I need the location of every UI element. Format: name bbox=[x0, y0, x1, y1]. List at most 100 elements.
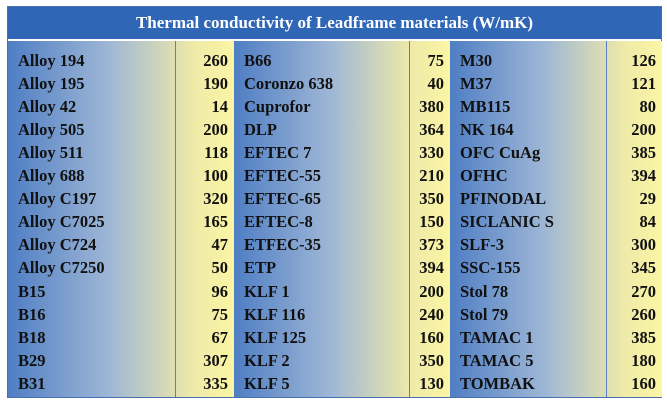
conductivity-value: 350 bbox=[419, 189, 444, 209]
material-name: KLF 2 bbox=[244, 350, 290, 370]
material-name: Stol 78 bbox=[460, 281, 509, 301]
material-name: EFTEC-8 bbox=[244, 212, 313, 232]
conductivity-value: 118 bbox=[204, 142, 228, 162]
conductivity-value: 150 bbox=[419, 212, 444, 232]
table-row: Alloy 194 260 bbox=[8, 49, 234, 72]
table-row: M30 126 bbox=[450, 49, 662, 72]
conductivity-value: 345 bbox=[631, 258, 656, 278]
conductivity-value: 385 bbox=[631, 327, 656, 347]
conductivity-value: 180 bbox=[631, 350, 656, 370]
material-name: Coronzo 638 bbox=[244, 73, 334, 93]
table-row: EFTEC 7 330 bbox=[234, 141, 450, 164]
material-name: TAMAC 1 bbox=[460, 327, 534, 347]
conductivity-value: 385 bbox=[631, 142, 656, 162]
table-row: B31 335 bbox=[8, 372, 234, 395]
conductivity-value: 200 bbox=[631, 119, 656, 139]
table-row: Alloy C7250 50 bbox=[8, 257, 234, 280]
table-row: PFINODAL 29 bbox=[450, 188, 662, 211]
material-name: ETP bbox=[244, 258, 277, 278]
material-name: B15 bbox=[18, 281, 46, 301]
material-name: KLF 1 bbox=[244, 281, 290, 301]
table-row: B18 67 bbox=[8, 326, 234, 349]
conductivity-value: 96 bbox=[211, 281, 229, 301]
column-group-2: B66 75 Coronzo 638 40 Cuprofor 380 DLP 364 EFTEC… bbox=[234, 41, 451, 397]
material-name: Alloy 688 bbox=[18, 166, 85, 185]
conductivity-value: 364 bbox=[419, 119, 444, 139]
table-row: Stol 78 270 bbox=[450, 280, 662, 303]
conductivity-value: 200 bbox=[203, 119, 228, 139]
conductivity-value: 130 bbox=[419, 373, 444, 393]
table-row: TAMAC 5 180 bbox=[450, 349, 662, 372]
material-name: EFTEC 7 bbox=[244, 142, 312, 162]
table-row: NK 164 200 bbox=[450, 118, 662, 141]
material-name: NK 164 bbox=[460, 119, 514, 139]
material-name: M30 bbox=[460, 50, 493, 70]
material-name: ETFEC-35 bbox=[244, 235, 322, 255]
material-name: OFHC bbox=[460, 166, 508, 185]
table-row: Stol 79 260 bbox=[450, 303, 662, 326]
column-group-1: Alloy 194 260 Alloy 195 190 Alloy 42 14 Alloy … bbox=[8, 41, 235, 397]
material-name: PFINODAL bbox=[460, 189, 547, 209]
material-name: Alloy 42 bbox=[18, 96, 77, 116]
material-name: B66 bbox=[244, 50, 272, 70]
table-row: KLF 5 130 bbox=[234, 372, 450, 395]
table-row: SLF-3 300 bbox=[450, 234, 662, 257]
conductivity-value: 373 bbox=[419, 235, 444, 255]
conductivity-value: 394 bbox=[631, 166, 656, 185]
material-name: SICLANIC S bbox=[460, 212, 554, 232]
conductivity-value: 84 bbox=[639, 212, 657, 232]
material-name: SLF-3 bbox=[460, 235, 505, 255]
table-row: EFTEC-8 150 bbox=[234, 211, 450, 234]
table-row: Alloy C724 47 bbox=[8, 234, 234, 257]
conductivity-value: 100 bbox=[203, 166, 228, 185]
table-row: TOMBAK 160 bbox=[450, 372, 662, 395]
table-row: M37 121 bbox=[450, 72, 662, 95]
material-name: OFC CuAg bbox=[460, 142, 541, 162]
table-row: Alloy 195 190 bbox=[8, 72, 234, 95]
conductivity-value: 121 bbox=[631, 73, 656, 93]
conductivity-value: 29 bbox=[639, 189, 657, 209]
conductivity-value: 394 bbox=[419, 258, 444, 278]
column-divider bbox=[175, 41, 176, 397]
table-row: EFTEC-55 210 bbox=[234, 165, 450, 188]
material-name: Alloy 505 bbox=[18, 119, 85, 139]
column-divider bbox=[606, 41, 607, 397]
material-name: Alloy C7250 bbox=[18, 258, 105, 278]
conductivity-value: 80 bbox=[639, 96, 657, 116]
table-row: B29 307 bbox=[8, 349, 234, 372]
conductivity-value: 380 bbox=[419, 96, 444, 116]
conductivity-value: 160 bbox=[419, 327, 444, 347]
table-row: Alloy 42 14 bbox=[8, 95, 234, 118]
material-name: B31 bbox=[18, 373, 46, 393]
conductivity-value: 260 bbox=[203, 50, 228, 70]
conductivity-value: 40 bbox=[427, 73, 445, 93]
table-row: Alloy 505 200 bbox=[8, 118, 234, 141]
conductivity-value: 126 bbox=[631, 50, 656, 70]
conductivity-value: 165 bbox=[203, 212, 228, 232]
table-title: Thermal conductivity of Leadframe materi… bbox=[8, 7, 661, 39]
conductivity-value: 75 bbox=[211, 304, 229, 324]
table-row: OFC CuAg 385 bbox=[450, 141, 662, 164]
material-name: KLF 5 bbox=[244, 373, 290, 393]
table-row: KLF 2 350 bbox=[234, 349, 450, 372]
conductivity-value: 200 bbox=[419, 281, 444, 301]
table-row: TAMAC 1 385 bbox=[450, 326, 662, 349]
conductivity-value: 300 bbox=[631, 235, 656, 255]
material-name: B16 bbox=[18, 304, 46, 324]
table-row: EFTEC-65 350 bbox=[234, 188, 450, 211]
table-row: KLF 1 200 bbox=[234, 280, 450, 303]
material-name: EFTEC-65 bbox=[244, 189, 322, 209]
conductivity-value: 330 bbox=[419, 142, 444, 162]
column-divider bbox=[409, 41, 410, 397]
material-name: Alloy C7025 bbox=[18, 212, 105, 232]
material-name: Alloy C197 bbox=[18, 189, 97, 209]
table-row: SSC-155 345 bbox=[450, 257, 662, 280]
table-row: ETP 394 bbox=[234, 257, 450, 280]
material-name: TAMAC 5 bbox=[460, 350, 534, 370]
conductivity-value: 14 bbox=[211, 96, 229, 116]
conductivity-value: 160 bbox=[631, 373, 656, 393]
conductivity-value: 210 bbox=[419, 166, 444, 185]
table-row: ETFEC-35 373 bbox=[234, 234, 450, 257]
conductivity-value: 47 bbox=[211, 235, 229, 255]
table-row: MB115 80 bbox=[450, 95, 662, 118]
